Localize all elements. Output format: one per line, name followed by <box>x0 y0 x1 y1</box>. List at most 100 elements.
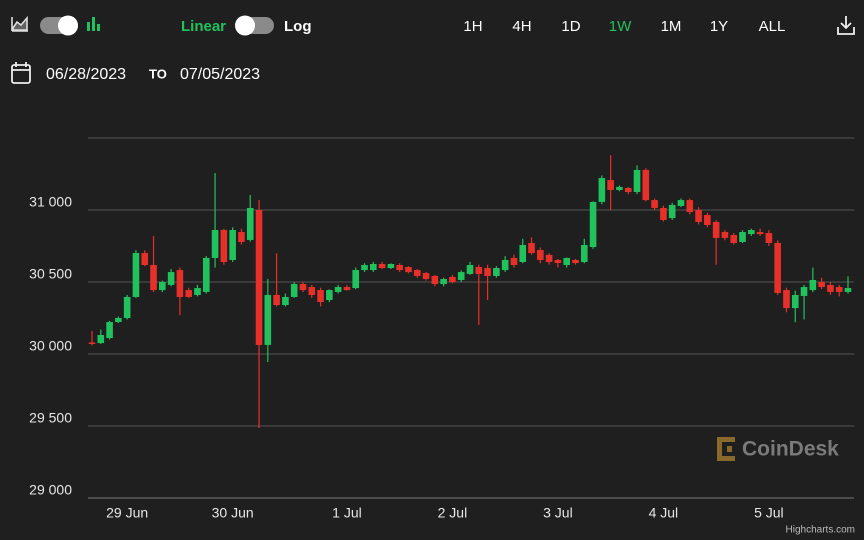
candle-body <box>589 201 597 248</box>
x-tick-label: 29 Jun <box>106 505 148 521</box>
candle-body <box>159 282 166 291</box>
candle-body <box>677 200 685 206</box>
candle-body <box>501 259 509 271</box>
candle-body <box>800 287 808 296</box>
candle-body <box>712 221 720 238</box>
candle-body <box>334 287 342 292</box>
candle-body <box>282 296 289 306</box>
range-button[interactable]: 1W <box>609 18 632 35</box>
area-chart-icon[interactable] <box>11 15 28 32</box>
candle-body <box>185 290 192 297</box>
candle-body <box>431 275 439 285</box>
candle-body <box>484 268 491 276</box>
candle-body <box>835 287 843 292</box>
download-icon[interactable] <box>837 16 855 35</box>
log-label[interactable]: Log <box>284 18 312 35</box>
date-to[interactable]: 07/05/2023 <box>180 66 260 83</box>
candle-body <box>370 264 377 271</box>
linear-label[interactable]: Linear <box>181 18 226 35</box>
candle-body <box>150 265 157 291</box>
chart-type-toggle[interactable] <box>40 15 78 36</box>
candle-body <box>202 257 210 292</box>
y-tick-label: 30 000 <box>29 338 72 354</box>
y-tick-label: 29 000 <box>29 482 72 498</box>
candle-body <box>167 272 175 285</box>
candle-body <box>115 318 122 323</box>
candle-body <box>739 232 746 242</box>
candle-body <box>686 200 694 213</box>
candle-body <box>343 287 351 291</box>
candle-body <box>756 232 764 235</box>
candle-body <box>141 253 149 266</box>
candle-body <box>695 210 702 222</box>
candle-body <box>290 284 298 297</box>
candle-body <box>818 282 825 288</box>
candle-body <box>176 270 184 297</box>
candle-body <box>273 294 280 306</box>
candle-body <box>387 264 395 269</box>
x-tick-label: 4 Jul <box>649 505 679 521</box>
candle-body <box>220 230 228 262</box>
candle-body <box>88 342 96 344</box>
date-from[interactable]: 06/28/2023 <box>46 66 126 83</box>
candle-body <box>748 230 755 235</box>
candle-body <box>660 207 667 220</box>
range-button[interactable]: 4H <box>512 18 531 35</box>
range-button[interactable]: 1Y <box>710 18 728 35</box>
candle-body <box>440 278 447 285</box>
candle-body <box>264 294 272 345</box>
candle-body <box>422 273 430 279</box>
candle-body <box>299 284 307 291</box>
candle-body <box>246 207 254 240</box>
candle-body <box>572 259 579 263</box>
candle-body <box>308 287 316 295</box>
range-button[interactable]: 1M <box>661 18 682 35</box>
y-tick-label: 31 000 <box>29 194 72 210</box>
range-button[interactable]: 1D <box>561 18 580 35</box>
candle-body <box>563 257 570 266</box>
candle-body <box>317 290 324 303</box>
candle-chart-icon[interactable] <box>87 17 100 31</box>
candle-body <box>765 233 773 243</box>
candle-body <box>624 187 632 192</box>
candle-body <box>361 265 368 271</box>
candle-body <box>352 270 360 289</box>
watermark: CoinDesk <box>717 437 839 461</box>
candle-body <box>528 242 535 254</box>
date-separator: TO <box>149 66 167 81</box>
candle-body <box>396 265 403 271</box>
candle-body <box>633 169 641 192</box>
candle-body <box>730 235 738 243</box>
candle-body <box>457 272 465 280</box>
candle-body <box>493 268 500 276</box>
candle-body <box>97 334 105 344</box>
x-tick-label: 5 Jul <box>754 505 784 521</box>
candle-body <box>721 232 729 238</box>
x-tick-label: 2 Jul <box>438 505 468 521</box>
candle-body <box>642 169 650 201</box>
candle-body <box>449 276 456 282</box>
candle-body <box>598 178 606 202</box>
candle-body <box>106 322 113 339</box>
candle-body <box>211 230 219 258</box>
candle-body <box>580 244 588 262</box>
candle-body <box>844 288 852 292</box>
y-tick-label: 30 500 <box>29 266 72 282</box>
calendar-icon[interactable] <box>11 62 31 84</box>
candle-body <box>791 294 799 309</box>
range-button[interactable]: 1H <box>463 18 482 35</box>
credits: Highcharts.com <box>786 525 855 536</box>
candle-body <box>466 265 474 274</box>
candle-body <box>554 259 562 263</box>
scale-toggle[interactable] <box>235 15 274 36</box>
candle-body <box>229 230 236 260</box>
candle-body <box>378 264 386 269</box>
x-tick-label: 3 Jul <box>543 505 573 521</box>
candle-body <box>194 288 201 295</box>
candle-body <box>545 254 553 262</box>
candle-body <box>238 232 245 242</box>
candle-body <box>651 200 658 208</box>
range-button[interactable]: ALL <box>759 18 786 35</box>
